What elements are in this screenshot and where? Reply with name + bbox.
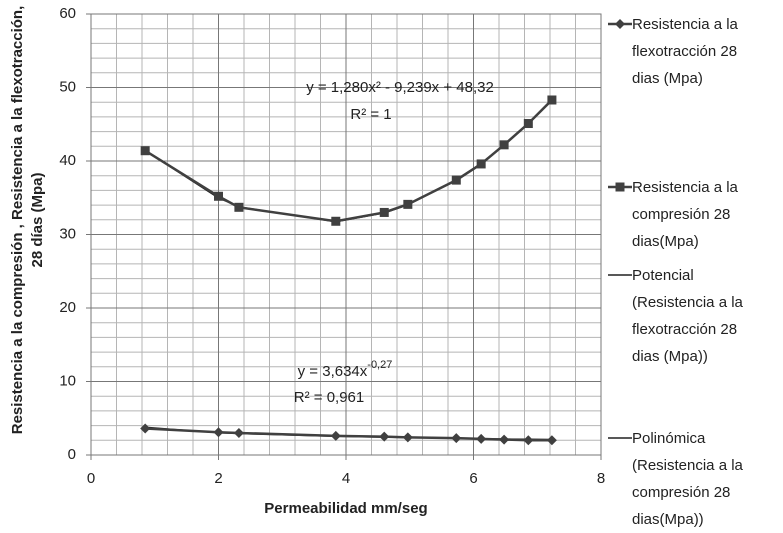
- y-tick-label: 10: [59, 372, 76, 389]
- trend-line: [144, 98, 553, 223]
- annotation: R² = 0,961: [294, 389, 364, 406]
- data-point: [233, 427, 244, 438]
- data-point: [547, 95, 557, 105]
- annotation-text: R² = 0,961: [294, 389, 364, 406]
- x-axis-label: Permeabilidad mm/seg: [264, 500, 428, 517]
- x-tick-label: 2: [214, 470, 222, 487]
- data-point: [379, 431, 390, 442]
- legend-entry: Resistencia a la compresión 28 dias(Mpa): [632, 179, 738, 250]
- data-point: [140, 423, 151, 434]
- data-point: [379, 207, 389, 217]
- y-axis-label: Resistencia a la compresión , Resistenci…: [9, 5, 46, 435]
- data-point: [234, 202, 244, 212]
- data-point: [330, 430, 341, 441]
- x-tick-label: 8: [597, 470, 605, 487]
- data-point: [546, 435, 557, 446]
- annotation: y = 3,634x-0,27: [298, 359, 393, 380]
- annotation-sup: -0,27: [367, 359, 392, 371]
- legend-entry: Potencial (Resistencia a la flexotracció…: [632, 267, 743, 365]
- y-tick-label: 60: [59, 5, 76, 22]
- data-point: [476, 159, 486, 169]
- y-tick-label: 50: [59, 78, 76, 95]
- data-point: [523, 435, 534, 446]
- annotation: R² = 1: [350, 106, 391, 123]
- data-point: [499, 140, 509, 150]
- legend-entry: Polinómica (Resistencia a la compresión …: [632, 430, 743, 528]
- data-point: [403, 199, 413, 209]
- series-line: [145, 427, 552, 442]
- data-point: [140, 146, 150, 156]
- data-point: [214, 191, 223, 201]
- plot-frame: [90, 13, 602, 456]
- y-tick-label: 0: [68, 446, 76, 463]
- legend-marker: [615, 19, 625, 29]
- annotation-text: R² = 1: [350, 106, 391, 123]
- y-tick-label: 30: [59, 225, 76, 242]
- x-tick-label: 6: [469, 470, 477, 487]
- annotation-text: y = 3,634x: [298, 363, 368, 380]
- data-point: [523, 119, 533, 129]
- annotation: y = 1,280x² - 9,239x + 48,32: [306, 79, 494, 96]
- data-point: [331, 216, 341, 226]
- y-tick-label: 40: [59, 152, 76, 169]
- legend-marker: [615, 182, 625, 192]
- y-tick-label: 20: [59, 299, 76, 316]
- data-point: [213, 427, 224, 438]
- legend-entry: Resistencia a la flexotracción 28 dias (…: [632, 16, 738, 87]
- data-point: [499, 434, 510, 445]
- x-tick-label: 4: [342, 470, 350, 487]
- data-point: [476, 433, 487, 444]
- trend-line: [145, 426, 552, 440]
- x-tick-label: 0: [87, 470, 95, 487]
- data-point: [451, 175, 461, 185]
- data-point: [451, 433, 462, 444]
- annotation-text: y = 1,280x² - 9,239x + 48,32: [306, 79, 494, 96]
- data-point: [402, 432, 413, 443]
